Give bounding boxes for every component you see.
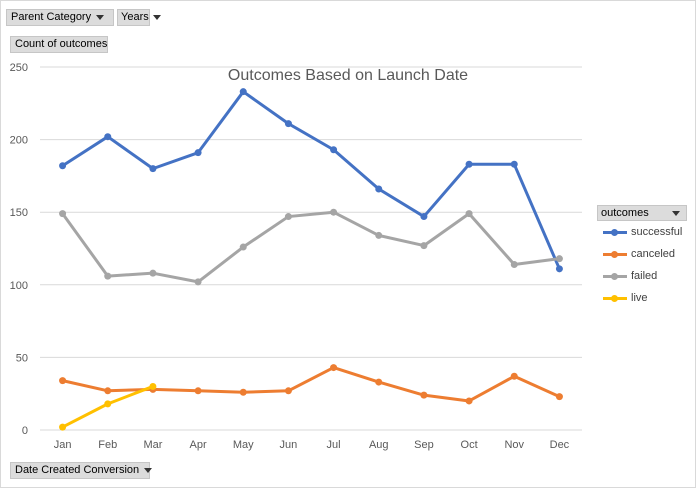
data-point-successful xyxy=(284,120,292,128)
x-tick-label: Nov xyxy=(504,439,524,451)
data-point-canceled xyxy=(330,364,338,372)
series-line-failed xyxy=(61,210,560,284)
date-created-conversion-button[interactable]: Date Created Conversion xyxy=(10,462,153,479)
data-point-canceled xyxy=(465,397,473,405)
legend-title: outcomes xyxy=(601,207,649,219)
y-tick-label: 100 xyxy=(10,280,28,292)
legend-item-successful: successful xyxy=(597,221,687,243)
legend-label: successful xyxy=(631,226,683,238)
data-point-successful xyxy=(375,185,383,193)
count-of-outcomes-label: Count of outcomes xyxy=(15,38,108,50)
data-point-failed xyxy=(375,231,383,239)
years-filter-button[interactable]: Years xyxy=(117,9,161,26)
series-lines xyxy=(59,88,563,431)
data-point-successful xyxy=(149,165,157,173)
legend-swatch-dot xyxy=(611,273,618,280)
data-point-failed xyxy=(149,269,157,277)
data-point-canceled xyxy=(375,378,383,386)
data-point-canceled xyxy=(194,387,202,395)
parent-category-filter-label: Parent Category xyxy=(11,11,92,23)
x-tick-label: Aug xyxy=(369,439,389,451)
data-point-successful xyxy=(104,133,112,141)
count-of-outcomes-button[interactable]: Count of outcomes xyxy=(10,36,108,53)
data-point-canceled xyxy=(104,387,112,395)
y-tick-label: 200 xyxy=(10,135,28,147)
data-point-successful xyxy=(239,88,247,96)
data-point-live xyxy=(104,400,112,408)
data-point-failed xyxy=(510,260,518,268)
x-tick-label: May xyxy=(233,439,254,451)
legend-swatch-dot xyxy=(611,295,618,302)
years-filter-label: Years xyxy=(121,11,149,23)
data-point-failed xyxy=(555,255,563,263)
data-point-successful xyxy=(194,149,202,157)
legend: outcomes successful canceled failed live xyxy=(597,205,687,309)
series-line-canceled xyxy=(62,366,561,403)
x-tick-label: Sep xyxy=(414,439,434,451)
data-point-canceled xyxy=(239,388,247,396)
y-tick-label: 150 xyxy=(10,207,28,219)
x-tick-label: Jul xyxy=(327,439,341,451)
dropdown-arrow-icon xyxy=(144,467,153,473)
dropdown-arrow-icon xyxy=(152,14,161,20)
legend-item-live: live xyxy=(597,287,687,309)
data-point-canceled xyxy=(59,377,67,385)
dropdown-arrow-icon xyxy=(96,14,105,20)
data-point-canceled xyxy=(510,372,518,380)
data-point-successful xyxy=(465,160,473,168)
x-tick-label: Feb xyxy=(98,439,117,451)
data-point-failed xyxy=(59,210,67,218)
data-point-successful xyxy=(59,162,67,170)
x-tick-label: Mar xyxy=(143,439,162,451)
data-point-successful xyxy=(420,213,428,221)
chart-title: Outcomes Based on Launch Date xyxy=(228,67,468,84)
data-point-failed xyxy=(239,243,247,251)
legend-label: failed xyxy=(631,270,658,282)
date-created-conversion-label: Date Created Conversion xyxy=(15,464,140,476)
data-point-failed xyxy=(194,278,202,286)
data-point-failed xyxy=(104,272,112,280)
legend-filter-button[interactable]: outcomes xyxy=(597,205,687,221)
legend-item-canceled: canceled xyxy=(597,243,687,265)
data-point-live xyxy=(59,423,67,431)
data-point-canceled xyxy=(555,393,563,401)
legend-swatch-dot xyxy=(611,251,618,258)
data-point-successful xyxy=(330,146,338,154)
legend-label: canceled xyxy=(631,248,676,260)
gridlines xyxy=(40,66,582,431)
legend-swatch-dot xyxy=(611,229,618,236)
data-point-failed xyxy=(420,242,428,250)
x-axis-ticks: Jan Feb Mar Apr May Jun Jul Aug Sep Oct Nov Dec xyxy=(54,439,570,451)
legend-label: live xyxy=(631,292,648,304)
data-point-successful xyxy=(510,160,518,168)
data-point-failed xyxy=(330,208,338,216)
y-axis-ticks: 0 50 100 150 200 250 xyxy=(10,62,28,437)
data-point-failed xyxy=(284,213,292,221)
legend-item-failed: failed xyxy=(597,265,687,287)
x-tick-label: Dec xyxy=(550,439,570,451)
data-point-canceled xyxy=(420,391,428,399)
x-tick-label: Jan xyxy=(54,439,72,451)
x-tick-label: Apr xyxy=(190,439,207,451)
series-line-successful xyxy=(61,90,561,270)
x-tick-label: Oct xyxy=(461,439,478,451)
data-point-live xyxy=(149,382,157,390)
x-tick-label: Jun xyxy=(280,439,298,451)
legend-items: successful canceled failed live xyxy=(597,221,687,309)
y-tick-label: 50 xyxy=(16,352,28,364)
data-point-canceled xyxy=(284,387,292,395)
y-tick-label: 250 xyxy=(10,62,28,74)
data-point-failed xyxy=(465,210,473,218)
dropdown-arrow-icon xyxy=(672,211,680,216)
parent-category-filter-button[interactable]: Parent Category xyxy=(6,9,114,26)
y-tick-label: 0 xyxy=(22,425,28,437)
data-point-successful xyxy=(555,265,563,273)
